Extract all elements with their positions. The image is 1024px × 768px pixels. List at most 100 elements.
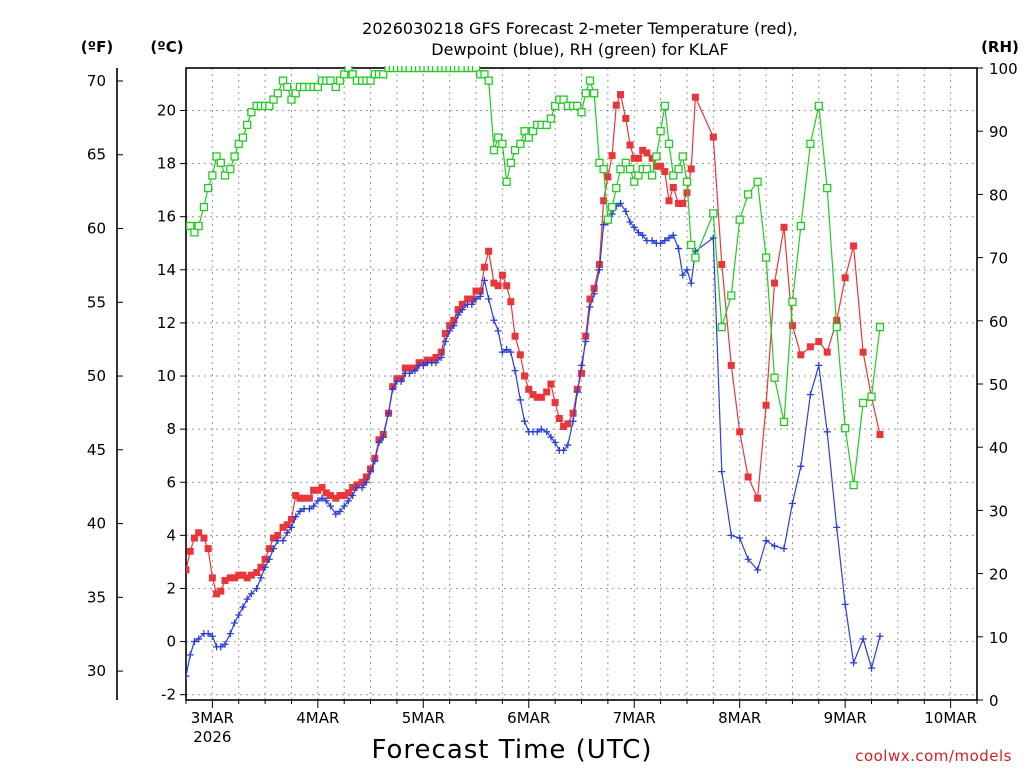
dewpoint-point xyxy=(235,611,243,619)
temperature-point xyxy=(630,154,638,162)
temperature-point xyxy=(490,279,498,287)
dewpoint-point xyxy=(661,237,669,245)
rh-tick-label: 70 xyxy=(989,250,1008,268)
rh-point xyxy=(234,139,243,148)
x-tick-label: 9MAR xyxy=(824,709,867,727)
temperature-point xyxy=(551,399,559,407)
dewpoint-point xyxy=(868,664,876,672)
dewpoint-point xyxy=(630,223,638,231)
credit-text: coolwx.com/models xyxy=(855,747,1012,765)
temperature-point xyxy=(406,364,414,372)
rh-point xyxy=(243,120,252,130)
temperature-point xyxy=(362,473,370,481)
dewpoint-point xyxy=(446,327,454,335)
rh-series xyxy=(186,66,885,490)
temperature-point xyxy=(318,484,326,492)
temperature-point xyxy=(472,287,480,295)
rh-point xyxy=(590,89,599,98)
temperature-point xyxy=(762,401,770,409)
temperature-point xyxy=(516,351,524,359)
rh-point xyxy=(480,70,489,79)
temperature-point xyxy=(823,348,831,356)
temperature-point xyxy=(727,361,735,369)
rh-point xyxy=(542,120,551,130)
temperature-point xyxy=(437,348,445,356)
temperature-point xyxy=(221,577,229,585)
temperature-point xyxy=(441,330,449,338)
rh-point xyxy=(832,322,841,332)
x-tick-label: 8MAR xyxy=(718,709,761,727)
temperature-point xyxy=(626,141,634,149)
temperature-point xyxy=(634,154,642,162)
temperature-point xyxy=(665,197,673,205)
temperature-point xyxy=(283,521,291,529)
dewpoint-point xyxy=(458,306,466,314)
temperature-point xyxy=(537,393,545,401)
celsius-tick-label: 8 xyxy=(166,420,176,438)
temperature-point xyxy=(652,162,660,170)
rh-point xyxy=(269,95,278,104)
dewpoint-point xyxy=(797,462,805,470)
temperature-point xyxy=(687,165,695,173)
rh-point xyxy=(220,171,230,180)
rh-point xyxy=(753,177,762,186)
dewpoint-point xyxy=(186,672,190,680)
fahrenheit-tick-label: 50 xyxy=(87,367,106,385)
fahrenheit-axis-unit: (ºF) xyxy=(81,38,113,56)
dewpoint-point xyxy=(257,574,265,582)
rh-point xyxy=(621,158,630,167)
rh-point xyxy=(524,133,533,142)
rh-point xyxy=(550,101,560,111)
rh-point xyxy=(630,177,639,186)
temperature-point xyxy=(507,298,515,306)
temperature-point xyxy=(850,242,858,250)
temperature-point xyxy=(274,531,282,539)
dewpoint-point xyxy=(375,438,383,446)
rh-tick-label: 80 xyxy=(989,186,1008,204)
dewpoint-point xyxy=(578,361,585,369)
rh-point xyxy=(674,164,683,174)
temperature-point xyxy=(204,545,212,553)
fahrenheit-tick-label: 35 xyxy=(87,588,106,606)
dewpoint-point xyxy=(358,484,366,492)
rh-point xyxy=(230,152,239,161)
temperature-point xyxy=(458,300,466,308)
dewpoint-point xyxy=(270,545,278,553)
dewpoint-point xyxy=(336,507,344,515)
temperature-point xyxy=(401,364,409,372)
temperature-point xyxy=(322,489,330,497)
temperature-point xyxy=(432,353,440,361)
rh-point xyxy=(238,133,248,142)
fahrenheit-tick-label: 45 xyxy=(87,441,106,459)
temperature-point xyxy=(612,101,620,109)
rh-point xyxy=(559,95,568,104)
dewpoint-point xyxy=(815,361,823,369)
temperature-point xyxy=(314,486,322,494)
rh-point xyxy=(265,101,274,111)
rh-point xyxy=(291,89,300,98)
rh-point xyxy=(788,297,797,306)
temperature-point xyxy=(358,478,366,486)
temperature-point xyxy=(231,574,239,582)
rh-point xyxy=(212,152,221,161)
series-layer xyxy=(186,66,885,680)
dewpoint-point xyxy=(384,409,392,417)
temperature-point xyxy=(261,555,269,563)
rh-point xyxy=(735,215,744,224)
dewpoint-point xyxy=(498,348,506,356)
chart-title-line2: Dewpoint (blue), RH (green) for KLAF xyxy=(431,40,728,59)
rh-point xyxy=(858,398,868,408)
temperature-point xyxy=(340,492,348,500)
rh-tick-label: 30 xyxy=(989,502,1008,520)
dewpoint-point xyxy=(850,659,858,667)
rh-point xyxy=(379,70,388,79)
dewpoint-point xyxy=(239,603,247,611)
temperature-point xyxy=(468,295,476,303)
temperature-point xyxy=(718,261,726,269)
temperature-point xyxy=(622,114,630,122)
dewpoint-point xyxy=(823,428,831,436)
temperature-point xyxy=(859,348,867,356)
temperature-point xyxy=(529,391,537,399)
plot-frame xyxy=(185,67,978,701)
fahrenheit-tick-label: 70 xyxy=(87,72,106,90)
